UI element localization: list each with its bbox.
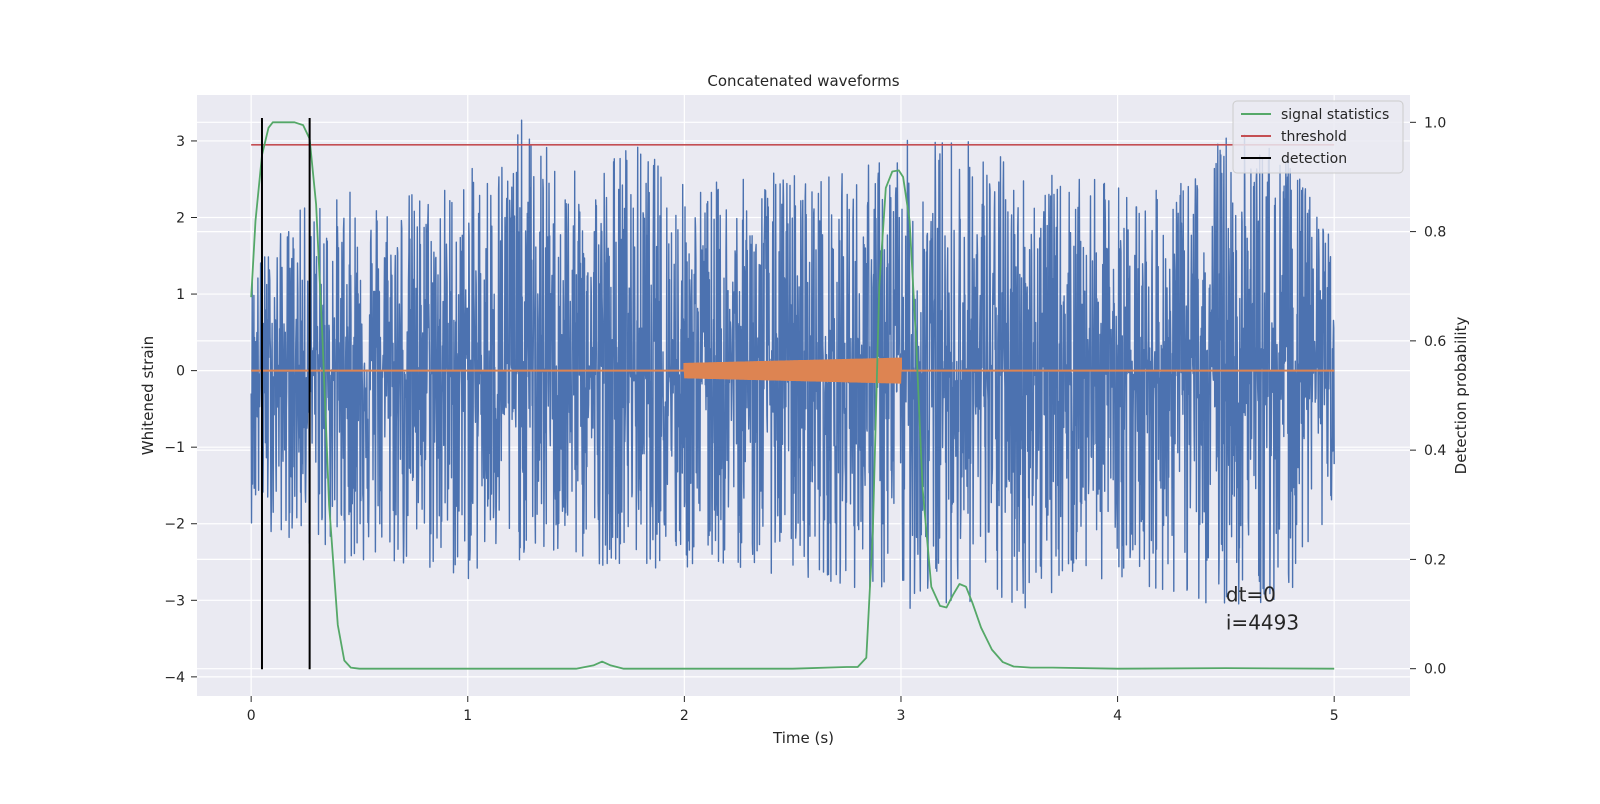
annotations: dt=0 i=4493 [1226, 582, 1299, 634]
x-tick-label: 2 [680, 708, 689, 724]
y-tick-label: −3 [164, 593, 185, 609]
injection-series [251, 357, 1335, 384]
legend-label: detection [1281, 151, 1347, 167]
legend-label: threshold [1281, 129, 1347, 145]
data-layer [250, 117, 1335, 670]
legend-box [1232, 100, 1404, 174]
chart-title: Concatenated waveforms [707, 72, 899, 90]
y2-tick-label: 0.8 [1424, 225, 1446, 241]
y2-tick-label: 1.0 [1424, 115, 1446, 131]
x-tick-label: 4 [1113, 708, 1122, 724]
legend-label: signal statistics [1281, 107, 1389, 123]
x-tick-label: 3 [897, 708, 906, 724]
annotation-text: i=4493 [1226, 610, 1299, 634]
signal-statistics-line [250, 121, 1335, 670]
legend: signal statistics threshold detection [1232, 100, 1404, 174]
x-tick-label: 0 [247, 708, 256, 724]
axes: 0 1 2 3 4 5 −4 −3 −2 −1 0 1 2 3 0.0 0.2 0.4 0.6 0.8 1.0 [164, 115, 1446, 724]
y2-tick-label: 0.4 [1424, 443, 1446, 459]
y-tick-label: 0 [176, 364, 185, 380]
x-tick-label: 5 [1330, 708, 1339, 724]
y-tick-label: −1 [164, 440, 185, 456]
annotation-text: dt=0 [1226, 582, 1276, 606]
y-axis-label: Whitened strain [139, 336, 157, 455]
y-tick-label: −4 [164, 670, 185, 686]
y2-tick-label: 0.6 [1424, 334, 1446, 350]
y2-tick-label: 0.0 [1424, 662, 1446, 678]
x-axis-label: Time (s) [772, 729, 834, 747]
x-tick-label: 1 [463, 708, 472, 724]
y-tick-label: 2 [176, 210, 185, 226]
y-tick-label: −2 [164, 517, 185, 533]
y-tick-label: 1 [176, 287, 185, 303]
y2-axis-label: Detection probability [1452, 317, 1470, 475]
y-tick-label: 3 [176, 134, 185, 150]
y2-tick-label: 0.2 [1424, 552, 1446, 568]
